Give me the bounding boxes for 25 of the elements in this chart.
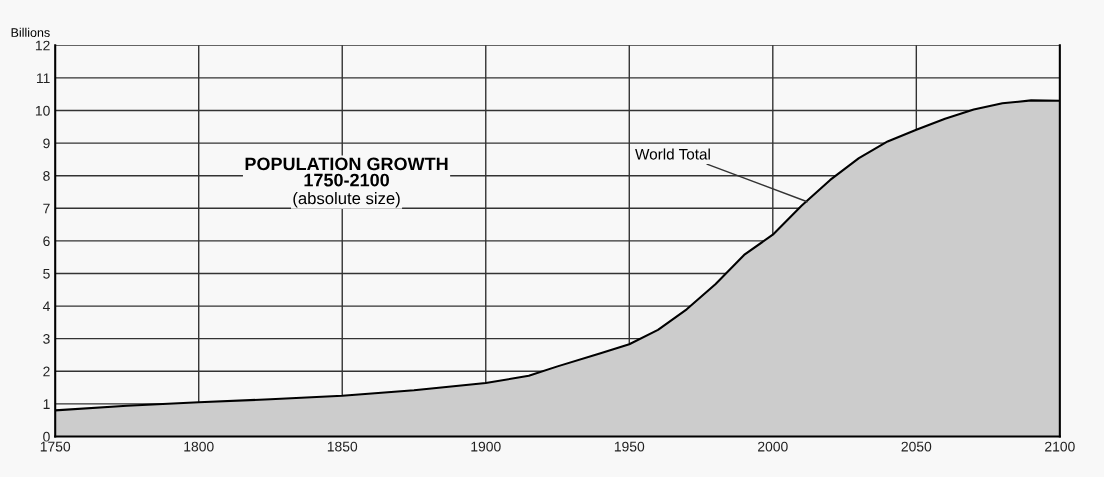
y-tick-label: 4 [42,301,50,312]
x-tick-label: 1900 [471,441,501,452]
text: POPULATION GROWTH 1750-2100 [245,157,448,187]
y-tick-label: 5 [43,268,50,279]
y-tick-label: 0 [43,431,50,442]
x-tick-label: 1850 [327,441,358,452]
y-tick-label: 12 [35,40,50,51]
annotation: World Total [635,148,710,160]
y-tick-label: 11 [36,73,50,83]
x-tick-label: 1800 [184,441,214,452]
y-tick-label: 3 [43,334,50,344]
y-tick-label: 9 [43,138,50,149]
x-tick-label: 2100 [1045,441,1075,452]
y-tick-label: 2 [43,366,50,377]
y-tick-label: 10 [35,105,50,116]
y-tick-label: 1 [43,399,50,409]
y-tick-label: 8 [43,171,50,181]
y-tick-label: 7 [43,203,50,214]
x-tick-label: 1950 [614,441,645,452]
text: (absolute size) [293,191,400,208]
x-tick-label: 2000 [758,441,788,452]
y-axis-title: Billions [11,27,50,37]
x-tick-label: 1750 [40,441,71,452]
x-tick-label: 2050 [901,441,932,452]
y-tick-label: 6 [43,236,50,247]
